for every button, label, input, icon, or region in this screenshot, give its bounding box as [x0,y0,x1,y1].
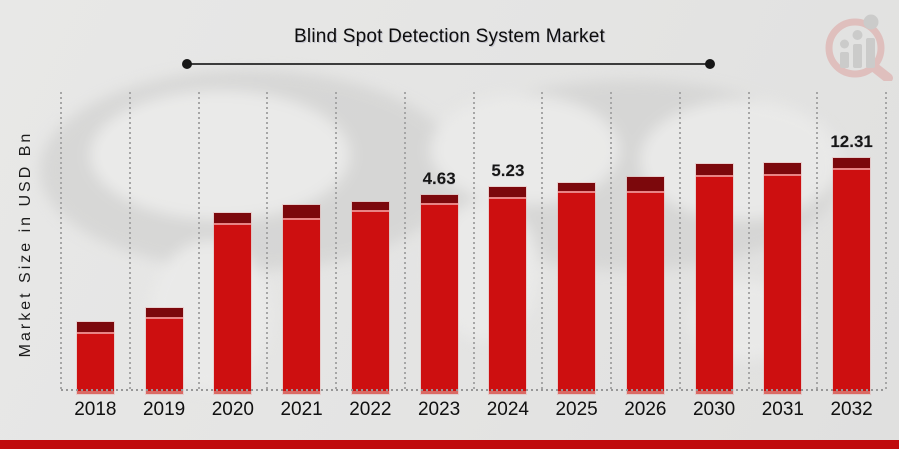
data-label-2024: 5.23 [491,161,525,180]
bar-cap-highlight [695,175,733,177]
vertical-gridline [885,92,887,390]
bar-cap-highlight [145,317,183,319]
bar-bottom-edge [420,391,458,394]
footer-red-band [0,440,899,449]
title-underline [182,59,715,69]
bar-cap-highlight [214,223,252,225]
vertical-gridline [816,92,819,390]
vertical-gridline [266,92,269,390]
x-tick-2023: 2023 [417,399,461,420]
bar-cap-highlight [420,203,458,205]
bar-cap [489,187,527,197]
bar-bottom-edge [145,391,183,394]
mrfr-logo-icon [825,14,893,81]
vertical-gridline [678,92,681,390]
x-tick-2030: 2030 [692,399,736,420]
bar-2021 [283,205,321,394]
vertical-gridline [335,92,337,390]
bar-cap [283,205,321,218]
underline-left-dot [182,59,192,69]
data-label-2023: 4.63 [422,169,456,188]
vertical-gridline [403,92,406,390]
bar-2020 [214,213,252,394]
bar-cap [695,164,733,175]
bar-2031 [764,163,802,394]
bar-bottom-edge [283,391,321,394]
bar-bottom-edge [764,391,802,394]
bar-bottom-edge [626,391,664,394]
bar-cap [351,202,389,210]
x-tick-2031: 2031 [761,399,805,420]
bar-cap [214,213,252,223]
x-axis-baseline [61,389,886,391]
bar-bottom-edge [695,391,733,394]
bar-2025 [558,183,596,394]
x-tick-2026: 2026 [624,399,667,420]
vertical-gridline [472,92,475,390]
x-tick-2032: 2032 [830,399,873,420]
vertical-gridline [128,92,131,390]
x-tick-2025: 2025 [555,399,598,420]
y-axis-label: Market Size in USD Bn [17,130,34,358]
vertical-gridline [610,92,612,390]
bar-2032 [833,158,871,394]
bar-2024 [489,187,527,394]
vertical-gridline [60,92,62,390]
x-tick-2020: 2020 [211,399,255,420]
bar-cap [764,163,802,174]
bar-cap [833,158,871,168]
vertical-gridline [541,92,544,390]
bar-cap-highlight [351,210,389,212]
x-tick-2019: 2019 [142,399,186,420]
x-tick-2021: 2021 [280,399,323,420]
x-tick-2022: 2022 [349,399,392,420]
bar-bottom-edge [214,391,252,394]
bar-2019 [145,308,183,394]
bar-cap-highlight [626,191,664,193]
x-tick-2024: 2024 [486,399,530,420]
vertical-gridline [747,92,750,390]
bar-2026 [626,177,664,394]
bar-cap-highlight [76,332,114,334]
vertical-gridline [197,92,200,390]
bar-cap [626,177,664,191]
x-tick-2018: 2018 [74,399,117,420]
bar-2018 [76,322,114,394]
bar-2023 [420,195,458,394]
bar-2022 [351,202,389,394]
bar-bottom-edge [833,391,871,394]
bar-bottom-edge [351,391,389,394]
data-label-2032: 12.31 [830,132,873,151]
underline-right-dot [705,59,715,69]
bar-bottom-edge [76,391,114,394]
bar-cap [558,183,596,191]
bar-cap [420,195,458,203]
bar-2030 [695,164,733,394]
bar-bottom-edge [489,391,527,394]
bar-cap-highlight [283,218,321,220]
bar-cap-highlight [558,191,596,193]
bar-cap [145,308,183,317]
bar-cap-highlight [833,168,871,170]
chart-title: Blind Spot Detection System Market [294,26,605,47]
bar-bottom-edge [558,391,596,394]
bar-cap-highlight [489,197,527,199]
bar-cap-highlight [764,174,802,176]
bar-cap [76,322,114,332]
